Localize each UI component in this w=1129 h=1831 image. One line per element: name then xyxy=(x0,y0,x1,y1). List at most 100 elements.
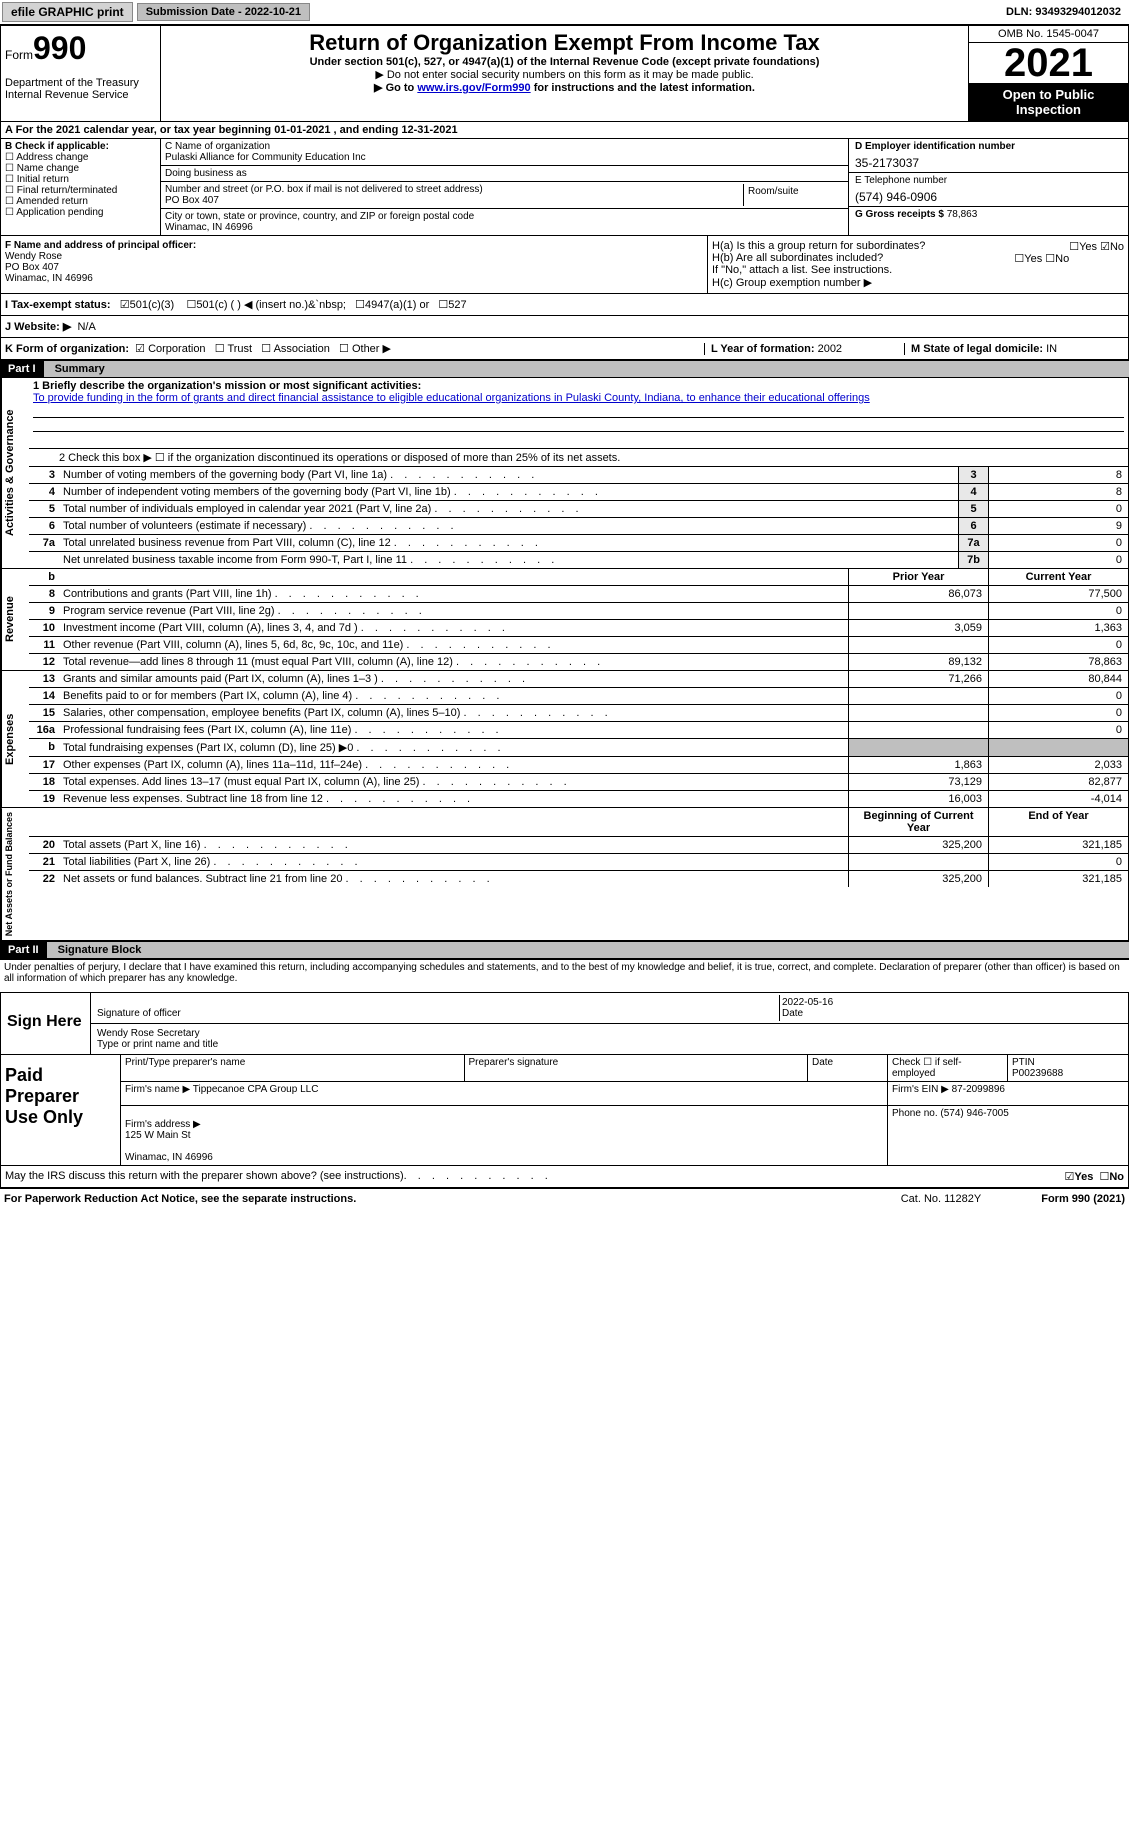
line-desc: Investment income (Part VIII, column (A)… xyxy=(59,620,848,636)
line-val: 8 xyxy=(988,484,1128,500)
table-row: 8 Contributions and grants (Part VIII, l… xyxy=(29,586,1128,603)
efile-print-button[interactable]: efile GRAPHIC print xyxy=(2,2,133,22)
addr-label: Number and street (or P.O. box if mail i… xyxy=(165,184,483,195)
table-row: 3 Number of voting members of the govern… xyxy=(29,467,1128,484)
dept-treasury: Department of the Treasury Internal Reve… xyxy=(5,77,156,101)
sign-right: Signature of officer 2022-05-16 Date Wen… xyxy=(91,993,1128,1054)
footer-right: Form 990 (2021) xyxy=(1041,1193,1125,1205)
firm-ein-label: Firm's EIN ▶ xyxy=(892,1084,949,1095)
table-row: 9 Program service revenue (Part VIII, li… xyxy=(29,603,1128,620)
chk-pending[interactable]: ☐ Application pending xyxy=(5,207,156,218)
ein-cell: D Employer identification number 35-2173… xyxy=(849,139,1128,173)
chk-amended[interactable]: ☐ Amended return xyxy=(5,196,156,207)
end-val: 0 xyxy=(988,854,1128,870)
chk-address-change[interactable]: ☐ Address change xyxy=(5,152,156,163)
status-row: I Tax-exempt status: ☑ 501(c)(3) ☐ 501(c… xyxy=(0,294,1129,316)
penalty-statement: Under penalties of perjury, I declare th… xyxy=(0,959,1129,986)
end-val: 321,185 xyxy=(988,871,1128,887)
table-row: 22 Net assets or fund balances. Subtract… xyxy=(29,871,1128,887)
status-4947: 4947(a)(1) or xyxy=(365,299,429,311)
tel-label: E Telephone number xyxy=(855,175,947,186)
ha-row: H(a) Is this a group return for subordin… xyxy=(712,240,1124,252)
line-desc: Total fundraising expenses (Part IX, col… xyxy=(59,739,848,756)
mission-text[interactable]: To provide funding in the form of grants… xyxy=(33,392,870,404)
form-number: 990 xyxy=(33,30,86,66)
sig-name-cell: Wendy Rose Secretary Type or print name … xyxy=(95,1026,1124,1052)
firm-value: Tippecanoe CPA Group LLC xyxy=(193,1084,319,1095)
sign-here-label: Sign Here xyxy=(1,993,91,1054)
line-desc: Professional fundraising fees (Part IX, … xyxy=(59,722,848,738)
open-to-public: Open to Public Inspection xyxy=(969,83,1128,121)
firm-phone-label: Phone no. xyxy=(892,1108,938,1119)
footer-left: For Paperwork Reduction Act Notice, see … xyxy=(4,1193,356,1205)
section-d: D Employer identification number 35-2173… xyxy=(848,139,1128,235)
top-bar: efile GRAPHIC print Submission Date - 20… xyxy=(0,0,1129,25)
line-box: 5 xyxy=(958,501,988,517)
hb-no: No xyxy=(1055,253,1069,265)
chk-name-change[interactable]: ☐ Name change xyxy=(5,163,156,174)
status-501c: 501(c) ( ) ◀ (insert no.) xyxy=(196,298,308,311)
table-row: 16a Professional fundraising fees (Part … xyxy=(29,722,1128,739)
goto-note: ▶ Go to www.irs.gov/Form990 for instruct… xyxy=(169,81,960,94)
sig-officer-cell: Signature of officer xyxy=(95,995,780,1021)
chk-initial[interactable]: ☐ Initial return xyxy=(5,174,156,185)
table-row: 14 Benefits paid to or for members (Part… xyxy=(29,688,1128,705)
discuss-yes: Yes xyxy=(1074,1171,1093,1183)
paid-body: Print/Type preparer's name Preparer's si… xyxy=(121,1055,1128,1165)
line-desc: Net unrelated business taxable income fr… xyxy=(59,552,958,568)
curr-val xyxy=(988,739,1128,756)
form-title: Return of Organization Exempt From Incom… xyxy=(169,30,960,56)
curr-val: 82,877 xyxy=(988,774,1128,790)
line-desc: Net assets or fund balances. Subtract li… xyxy=(59,871,848,887)
curr-val: 77,500 xyxy=(988,586,1128,602)
line-desc: Total revenue—add lines 8 through 11 (mu… xyxy=(59,654,848,670)
submission-date: Submission Date - 2022-10-21 xyxy=(137,3,310,21)
firm-ein-value: 87-2099896 xyxy=(952,1084,1005,1095)
ha-label: H(a) Is this a group return for subordin… xyxy=(712,240,925,252)
table-row: 15 Salaries, other compensation, employe… xyxy=(29,705,1128,722)
prior-val xyxy=(848,688,988,704)
line-num: 10 xyxy=(29,620,59,636)
section-k: K Form of organization: ☑ Corporation ☐ … xyxy=(0,338,1129,360)
k-other: Other ▶ xyxy=(352,343,391,355)
firm-ein-cell: Firm's EIN ▶ 87-2099896 xyxy=(888,1082,1128,1105)
ssn-note: ▶ Do not enter social security numbers o… xyxy=(169,68,960,81)
line-desc: Number of voting members of the governin… xyxy=(59,467,958,483)
goto-suffix: for instructions and the latest informat… xyxy=(531,82,755,94)
gross-cell: G Gross receipts $ 78,863 xyxy=(849,207,1128,222)
activities-section: Activities & Governance 1 Briefly descri… xyxy=(0,378,1129,569)
line-num: 14 xyxy=(29,688,59,704)
ha-no: No xyxy=(1110,241,1124,253)
chk-final[interactable]: ☐ Final return/terminated xyxy=(5,185,156,196)
table-row: 5 Total number of individuals employed i… xyxy=(29,501,1128,518)
sign-block: Sign Here Signature of officer 2022-05-1… xyxy=(0,992,1129,1055)
form-subtitle: Under section 501(c), 527, or 4947(a)(1)… xyxy=(169,56,960,68)
line-desc: Benefits paid to or for members (Part IX… xyxy=(59,688,848,704)
table-row: 13 Grants and similar amounts paid (Part… xyxy=(29,671,1128,688)
mission-line1 xyxy=(33,404,1124,418)
dba-cell: Doing business as xyxy=(161,166,848,182)
hb-label: H(b) Are all subordinates included? xyxy=(712,252,883,264)
irs-link[interactable]: www.irs.gov/Form990 xyxy=(417,82,530,94)
table-row: 19 Revenue less expenses. Subtract line … xyxy=(29,791,1128,807)
table-row: 10 Investment income (Part VIII, column … xyxy=(29,620,1128,637)
line-desc: Other revenue (Part VIII, column (A), li… xyxy=(59,637,848,653)
curr-val: 0 xyxy=(988,603,1128,619)
net-header-num xyxy=(29,808,59,836)
prior-val xyxy=(848,637,988,653)
hc-row: H(c) Group exemption number ▶ xyxy=(712,276,1124,289)
paid-label: Paid Preparer Use Only xyxy=(1,1055,121,1165)
sig-date-cell: 2022-05-16 Date xyxy=(780,995,1124,1021)
line-num: 16a xyxy=(29,722,59,738)
website-label: J Website: ▶ xyxy=(5,320,71,333)
net-header-row: Beginning of Current Year End of Year xyxy=(29,808,1128,837)
opt-name: Name change xyxy=(17,163,79,174)
discuss-q: May the IRS discuss this return with the… xyxy=(5,1170,404,1183)
section-f: F Name and address of principal officer:… xyxy=(1,236,708,293)
line-desc: Total expenses. Add lines 13–17 (must eq… xyxy=(59,774,848,790)
line-num: 7a xyxy=(29,535,59,551)
curr-val: 78,863 xyxy=(988,654,1128,670)
curr-val: 0 xyxy=(988,722,1128,738)
discuss-row: May the IRS discuss this return with the… xyxy=(0,1166,1129,1188)
table-row: 12 Total revenue—add lines 8 through 11 … xyxy=(29,654,1128,670)
